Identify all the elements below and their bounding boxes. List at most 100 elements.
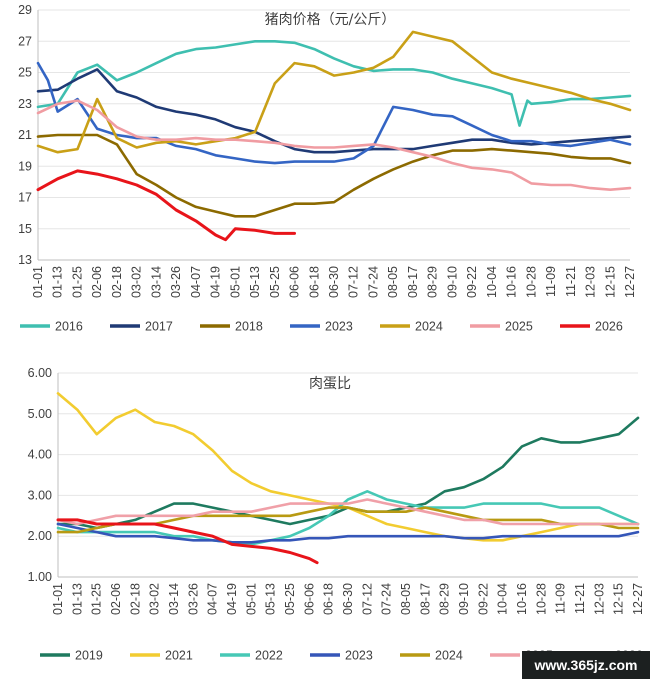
x-tick-label: 09-22 [476, 583, 490, 615]
x-tick-label: 06-30 [327, 266, 341, 298]
x-tick-label: 04-07 [189, 266, 203, 298]
x-tick-label: 04-07 [206, 583, 220, 615]
legend-label-2017: 2017 [145, 320, 173, 334]
series-line-2024 [36, 30, 632, 154]
x-tick-label: 01-13 [51, 266, 65, 298]
y-tick-label: 17 [18, 191, 32, 205]
legend-label-2024: 2024 [435, 649, 463, 663]
x-tick-label: 07-24 [366, 266, 380, 298]
x-tick-label: 03-02 [130, 266, 144, 298]
series-line-2022 [56, 490, 640, 546]
series-line-2026 [56, 518, 319, 565]
x-tick-label: 05-25 [268, 266, 282, 298]
x-tick-label: 10-28 [534, 583, 548, 615]
x-tick-label: 01-01 [31, 266, 45, 298]
series-line-2021 [56, 392, 640, 542]
x-tick-label: 02-06 [109, 583, 123, 615]
legend-label-2022: 2022 [255, 649, 283, 663]
x-tick-label: 06-06 [302, 583, 316, 615]
x-tick-label: 11-09 [544, 266, 558, 297]
x-tick-label: 12-27 [631, 583, 645, 615]
series-line-2023 [56, 522, 640, 544]
pork-price-chart: 猪肉价格（元/公斤） 13 15 17 19 21 23 25 27 29 01-01 01-13 0… [18, 3, 637, 334]
y-tick-label: 21 [18, 128, 32, 142]
legend-label-2023: 2023 [345, 649, 373, 663]
legend-label-2019: 2019 [75, 649, 103, 663]
series-line-2025 [36, 99, 632, 191]
y-tick-label: 1.00 [28, 570, 52, 584]
y-tick-label: 29 [18, 3, 32, 17]
x-tick-label: 03-26 [169, 266, 183, 298]
x-tick-label: 07-24 [380, 583, 394, 615]
x-tick-label: 06-18 [307, 266, 321, 298]
x-tick-label: 10-04 [485, 266, 499, 298]
x-tick-label: 04-19 [225, 583, 239, 615]
x-tick-label: 08-29 [438, 583, 452, 615]
x-tick-label: 01-13 [70, 583, 84, 615]
watermark-text: www.365jz.com [534, 657, 638, 673]
chart-title-meat-egg-ratio: 肉蛋比 [309, 376, 351, 392]
series-line-2025 [56, 498, 640, 526]
x-tick-label: 08-17 [406, 266, 420, 298]
x-tick-label: 02-06 [90, 266, 104, 298]
x-tick-label: 12-27 [623, 266, 637, 298]
y-tick-label: 5.00 [28, 407, 52, 421]
x-tick-label: 05-01 [244, 583, 258, 615]
y-tick-label: 2.00 [28, 529, 52, 543]
series-line-2026 [36, 169, 296, 242]
x-tick-label: 08-17 [418, 583, 432, 615]
series-line-2016 [36, 40, 632, 127]
x-tick-label: 12-03 [584, 266, 598, 298]
x-tick-label: 12-15 [612, 583, 626, 615]
y-tick-label: 19 [18, 159, 32, 173]
series-line-2024 [56, 506, 640, 534]
x-tick-label: 05-01 [228, 266, 242, 298]
x-tick-label: 09-10 [457, 583, 471, 615]
x-tick-label: 12-03 [592, 583, 606, 615]
x-tick-label: 09-22 [465, 266, 479, 298]
x-tick-label: 10-16 [515, 583, 529, 615]
y-tick-label: 6.00 [28, 366, 52, 380]
series-line-2018 [36, 133, 632, 218]
y-tick-label: 23 [18, 97, 32, 111]
x-tick-label: 10-28 [524, 266, 538, 298]
x-tick-label: 11-09 [554, 583, 568, 614]
watermark: www.365jz.com [522, 651, 650, 679]
x-tick-label: 10-16 [505, 266, 519, 298]
x-tick-label: 03-26 [186, 583, 200, 615]
x-tick-label: 05-13 [248, 266, 262, 298]
x-tick-label: 08-29 [426, 266, 440, 298]
series-line-2023 [36, 61, 632, 165]
x-tick-label: 01-25 [90, 583, 104, 615]
y-tick-label: 27 [18, 34, 32, 48]
legend-label-2023: 2023 [325, 320, 353, 334]
legend-label-2025: 2025 [505, 320, 533, 334]
x-tick-label: 05-25 [283, 583, 297, 615]
x-tick-label: 06-18 [322, 583, 336, 615]
x-tick-label: 03-14 [167, 583, 181, 615]
x-tick-label: 11-21 [564, 266, 578, 297]
chart-title-pork-price: 猪肉价格（元/公斤） [265, 12, 396, 28]
legend-label-2021: 2021 [165, 649, 193, 663]
x-tick-label: 02-18 [110, 266, 124, 298]
x-tick-label: 10-04 [496, 583, 510, 615]
y-tick-label: 25 [18, 66, 32, 80]
x-tick-label: 06-30 [341, 583, 355, 615]
y-tick-label: 15 [18, 222, 32, 236]
x-tick-label: 03-02 [148, 583, 162, 615]
y-tick-label: 13 [18, 253, 32, 267]
x-tick-label: 09-10 [445, 266, 459, 298]
series-line-2017 [36, 68, 632, 154]
x-tick-label: 06-06 [288, 266, 302, 298]
series-line-2019 [56, 416, 640, 530]
x-tick-label: 12-15 [603, 266, 617, 298]
meat-egg-ratio-chart: 肉蛋比 1.00 2.00 3.00 4.00 5.00 6.00 01-01 01-13 01… [28, 366, 645, 663]
legend-label-2024: 2024 [415, 320, 443, 334]
legend-label-2018: 2018 [235, 320, 263, 334]
x-tick-label: 04-19 [209, 266, 223, 298]
y-tick-label: 4.00 [28, 448, 52, 462]
y-tick-label: 3.00 [28, 488, 52, 502]
x-tick-label: 02-18 [128, 583, 142, 615]
x-tick-label: 08-05 [399, 583, 413, 615]
